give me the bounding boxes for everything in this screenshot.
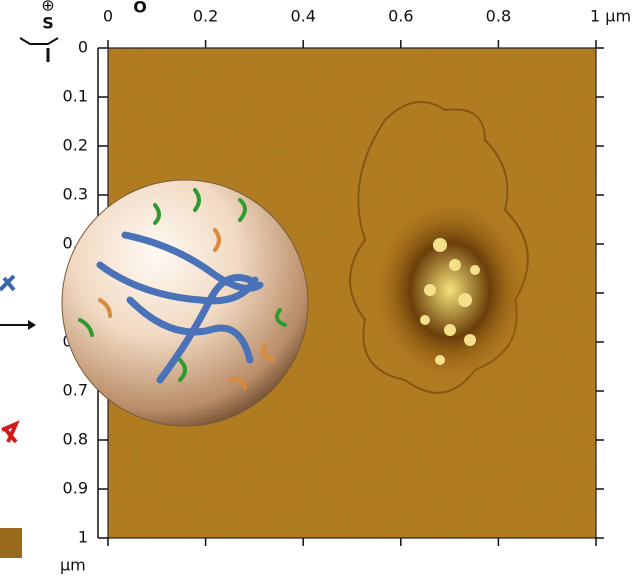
x-tick-label: 1 µm bbox=[590, 7, 631, 26]
y-tick-label: 0 bbox=[78, 38, 88, 57]
particles bbox=[420, 238, 480, 365]
y-tick-label: 0.9 bbox=[63, 479, 88, 498]
x-tick-label: 0 bbox=[103, 7, 113, 26]
y-tick-label: 0.3 bbox=[63, 185, 88, 204]
y-tick-label: 0.1 bbox=[63, 87, 88, 106]
y-tick-label: 0.8 bbox=[63, 430, 88, 449]
x-tick-label: 0.6 bbox=[388, 7, 413, 26]
charge-label: ⊕ bbox=[41, 0, 54, 15]
y-tick-label: 0.7 bbox=[63, 381, 88, 400]
x-tick-label: 0.8 bbox=[486, 7, 511, 26]
y-tick-label: 0.2 bbox=[63, 136, 88, 155]
atom-label: O bbox=[133, 0, 147, 17]
afm-image bbox=[107, 47, 597, 539]
atom-label: S bbox=[42, 14, 54, 33]
y-tick-label: 1 bbox=[78, 528, 88, 547]
x-tick-label: 0.2 bbox=[193, 7, 218, 26]
y-axis-label: µm bbox=[60, 556, 86, 575]
decorations bbox=[0, 37, 59, 558]
particle-cluster bbox=[370, 195, 530, 385]
x-tick-label: 0.4 bbox=[290, 7, 315, 26]
dna-sphere bbox=[61, 179, 309, 427]
